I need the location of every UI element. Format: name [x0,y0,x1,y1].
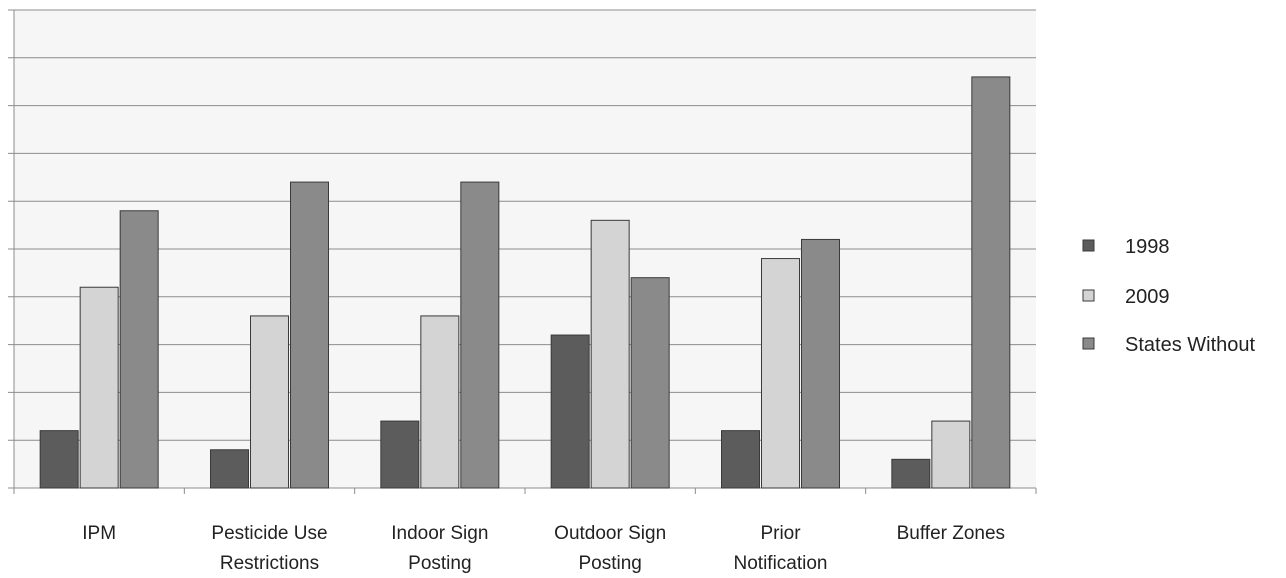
x-tick-label: Posting [578,553,641,574]
x-tick-labels: IPM Pesticide Use Restrictions Indoor Sign P… [82,523,1005,574]
x-tick-label: Buffer Zones [897,523,1005,544]
x-tick-label: Posting [408,553,471,574]
bar-states-without [290,181,329,489]
bar-states-without [119,210,159,489]
legend: 1998 2009 States Without [1082,236,1256,356]
bar-2009 [250,315,289,489]
x-tick-label: Indoor Sign [391,523,488,544]
gridlines [8,9,1036,441]
bar-2009 [590,219,630,489]
bar-2009 [79,286,119,489]
bar-1998 [39,430,79,489]
bar-1998 [721,430,760,489]
bar-states-without [630,277,670,489]
bars [39,76,1011,489]
legend-swatch [1082,239,1095,252]
bar-1998 [891,458,931,489]
bar-states-without [971,76,1011,489]
bar-2009 [931,420,971,489]
legend-swatch [1082,289,1095,302]
legend-swatch [1082,337,1095,350]
axes [8,10,1037,494]
bar-2009 [761,258,800,489]
x-tick-label: Outdoor Sign [554,523,666,544]
bar-1998 [550,334,590,489]
x-tick-label: Pesticide Use [211,523,327,544]
bar-2009 [420,315,460,489]
x-tick-label: IPM [82,523,116,544]
bar-states-without [460,181,500,489]
bar-states-without [801,238,840,489]
legend-label: 2009 [1125,286,1170,308]
x-tick-label: Notification [734,553,828,574]
x-tick-label: Restrictions [220,553,319,574]
bar-1998 [380,420,420,489]
bar-1998 [210,449,249,489]
legend-label: 1998 [1125,236,1170,258]
legend-label: States Without [1125,334,1256,356]
x-tick-label: Prior [760,523,801,544]
